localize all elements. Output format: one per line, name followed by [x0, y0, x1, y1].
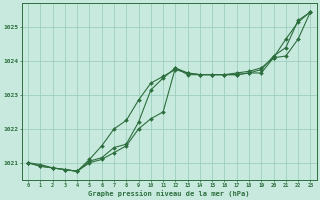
- X-axis label: Graphe pression niveau de la mer (hPa): Graphe pression niveau de la mer (hPa): [89, 190, 250, 197]
